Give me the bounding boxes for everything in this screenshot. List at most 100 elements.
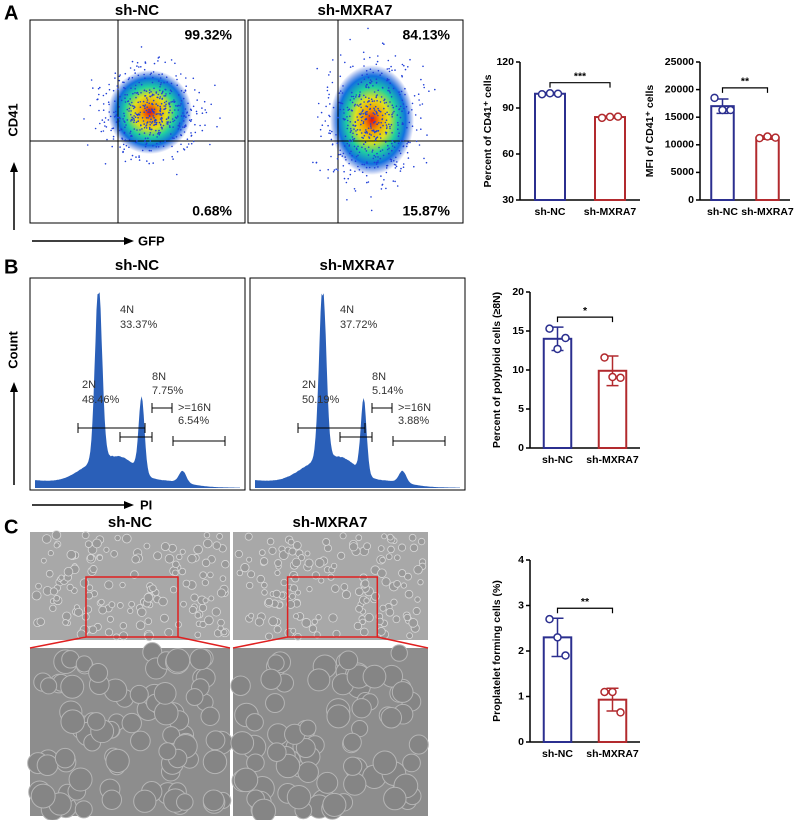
event-dot bbox=[332, 59, 334, 61]
event-dot bbox=[190, 120, 192, 123]
panel-label: C bbox=[4, 516, 18, 538]
event-dot bbox=[92, 87, 94, 89]
event-dot bbox=[367, 127, 370, 130]
event-dot bbox=[149, 111, 151, 114]
event-dot bbox=[348, 108, 351, 110]
cell bbox=[295, 589, 301, 596]
cell bbox=[185, 688, 204, 706]
event-dot bbox=[140, 66, 142, 68]
event-dot bbox=[144, 77, 146, 79]
event-dot bbox=[209, 143, 211, 146]
event-dot bbox=[131, 117, 134, 119]
cell bbox=[268, 546, 277, 555]
event-dot bbox=[153, 110, 155, 113]
event-dot bbox=[377, 161, 379, 164]
event-dot bbox=[157, 60, 159, 62]
cell bbox=[402, 753, 421, 773]
event-dot bbox=[131, 135, 133, 137]
event-dot bbox=[156, 96, 158, 99]
event-dot bbox=[155, 146, 158, 148]
x-tick-label: sh-MXRA7 bbox=[584, 206, 637, 218]
event-dot bbox=[178, 126, 181, 128]
event-dot bbox=[413, 95, 416, 97]
event-dot bbox=[356, 133, 358, 136]
event-dot bbox=[397, 135, 400, 137]
event-dot bbox=[381, 118, 384, 120]
cell bbox=[377, 545, 385, 552]
event-dot bbox=[150, 118, 152, 120]
event-dot bbox=[332, 106, 335, 109]
event-dot bbox=[335, 168, 338, 170]
event-dot bbox=[397, 142, 400, 145]
event-dot bbox=[325, 105, 327, 108]
event-dot bbox=[331, 81, 334, 84]
event-dot bbox=[406, 126, 408, 129]
gate-percent: 84.13% bbox=[403, 27, 451, 43]
cell bbox=[127, 607, 134, 614]
event-dot bbox=[369, 82, 372, 84]
cell bbox=[265, 693, 285, 713]
event-dot bbox=[128, 77, 131, 79]
cell bbox=[363, 597, 370, 604]
cell bbox=[288, 547, 297, 556]
event-dot bbox=[157, 57, 160, 59]
event-dot bbox=[128, 146, 130, 149]
event-dot bbox=[357, 119, 359, 121]
data-point bbox=[545, 89, 555, 98]
event-dot bbox=[355, 94, 358, 96]
event-dot bbox=[377, 166, 379, 168]
event-dot bbox=[345, 159, 347, 161]
event-dot bbox=[111, 145, 113, 148]
axis-label: CD41 bbox=[5, 103, 20, 136]
event-dot bbox=[360, 132, 363, 134]
event-dot bbox=[146, 106, 148, 108]
event-dot bbox=[102, 103, 105, 105]
data-point bbox=[600, 353, 609, 362]
event-dot bbox=[361, 115, 364, 118]
event-dot bbox=[149, 133, 151, 136]
event-dot bbox=[107, 101, 110, 103]
event-dot bbox=[351, 91, 353, 94]
cell bbox=[355, 534, 363, 542]
event-dot bbox=[374, 105, 377, 108]
event-dot bbox=[384, 113, 387, 115]
cell bbox=[304, 558, 314, 568]
event-dot bbox=[370, 125, 372, 127]
event-dot bbox=[315, 161, 318, 164]
cell bbox=[295, 738, 316, 758]
cell bbox=[211, 607, 221, 617]
cell bbox=[66, 549, 77, 560]
data-point bbox=[755, 133, 764, 143]
event-dot bbox=[169, 89, 172, 91]
event-dot bbox=[367, 154, 370, 156]
cell bbox=[394, 554, 401, 562]
event-dot bbox=[108, 111, 110, 113]
axis-label: PI bbox=[140, 497, 152, 512]
cell bbox=[144, 617, 153, 626]
cell bbox=[256, 574, 265, 584]
event-dot bbox=[358, 105, 360, 107]
event-dot bbox=[365, 111, 367, 113]
event-dot bbox=[375, 95, 378, 97]
cell bbox=[176, 793, 194, 811]
event-dot bbox=[163, 101, 166, 104]
event-dot bbox=[402, 145, 405, 148]
event-dot bbox=[189, 108, 192, 111]
cell bbox=[133, 789, 157, 813]
cell bbox=[159, 613, 169, 623]
event-dot bbox=[327, 124, 329, 127]
event-dot bbox=[177, 104, 180, 107]
event-dot bbox=[376, 123, 378, 125]
event-dot bbox=[371, 129, 374, 132]
event-dot bbox=[394, 180, 396, 183]
cell bbox=[385, 553, 393, 561]
event-dot bbox=[353, 137, 356, 140]
event-dot bbox=[415, 140, 418, 143]
event-dot bbox=[115, 110, 117, 113]
event-dot bbox=[149, 73, 152, 76]
event-dot bbox=[385, 133, 387, 135]
event-dot bbox=[144, 145, 147, 148]
event-dot bbox=[175, 136, 178, 138]
event-dot bbox=[134, 72, 136, 74]
